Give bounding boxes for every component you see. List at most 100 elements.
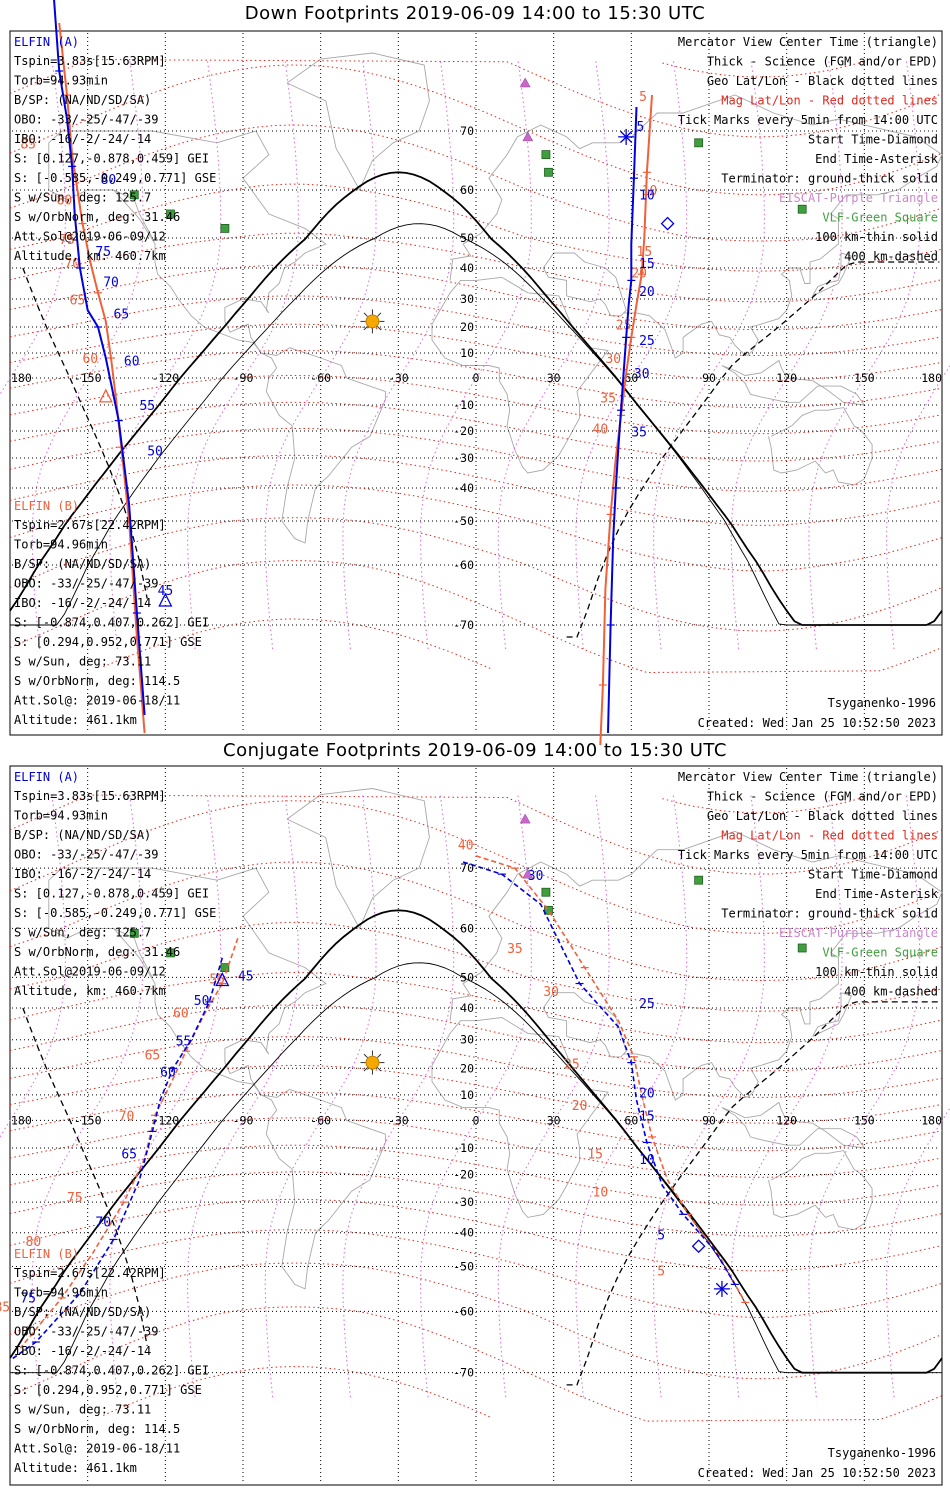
elfin-b-time-label: 15 [587, 1148, 603, 1163]
elfin-a-info-line: S: [-0.585,-0.249,0.771] GSE [14, 171, 216, 185]
mag-parallel [9, 484, 943, 572]
coastline-segment [286, 788, 430, 930]
lon-tick-label: 150 [854, 1113, 875, 1127]
legend-line: Mercator View Center Time (triangle) [678, 35, 938, 49]
legend-line: Start Time-Diamond [808, 868, 938, 882]
elfin-b-info-line: OBO: -33/-25/-47/-39 [14, 577, 159, 591]
lon-tick-label: 60 [624, 371, 638, 385]
elfin-b-track [58, 22, 146, 734]
sun-icon [360, 1050, 385, 1075]
elfin-a-info-line: S w/OrbNorm, deg: 31.46 [14, 945, 180, 959]
elfin-a-time-label: 35 [631, 425, 647, 440]
mag-parallel [9, 1262, 943, 1380]
elfin-b-time-label: 70 [119, 1109, 135, 1124]
down-terminators [9, 171, 943, 638]
mag-parallel [9, 1117, 943, 1178]
mag-meridian [575, 794, 688, 1398]
view-center-triangle-icon [158, 592, 173, 607]
lat-tick-label: 40 [460, 261, 474, 275]
elfin-a-time-label: 75 [95, 245, 111, 260]
elfin-b-info-line: S w/OrbNorm, deg: 114.5 [14, 1422, 180, 1436]
vlf-square-icon [166, 209, 175, 219]
coastline-segment [431, 276, 609, 474]
conj-terminators [9, 909, 943, 1386]
elfin-b-time-label: 65 [70, 294, 86, 309]
elfin-b-info-line: S w/Sun, deg: 73.11 [14, 1403, 151, 1417]
elfin-b-track [475, 855, 746, 1303]
elfin-b-time-label: 10 [642, 184, 658, 199]
elfin-b-time-label: 60 [173, 1007, 189, 1022]
elfin-a-info-line: Torb=94.93min [14, 74, 108, 88]
elfin-b-info-line: Torb=94.96min [14, 538, 108, 552]
legend-line: Thick - Science (FGM and/or EPD) [707, 790, 938, 804]
coastline-segment [449, 830, 943, 1021]
vlf-square-icon [220, 963, 230, 973]
legend-line: End Time-Asterisk [815, 887, 939, 901]
legend-line: Geo Lat/Lon - Black dotted lines [707, 809, 938, 823]
asterisk-stroke [620, 130, 633, 144]
elfin-b-time-label: 15 [637, 245, 653, 260]
vlf-square-icon [694, 875, 704, 885]
coastline-segment [623, 154, 943, 359]
elfin-a-info-line: OBO: -33/-25/-47/-39 [14, 113, 159, 127]
coastline-segment [48, 867, 386, 1290]
elfin-a-time-label: 25 [639, 997, 655, 1012]
elfin-a-info-line: S w/OrbNorm, deg: 31.46 [14, 210, 180, 224]
elfin-b-time-label: 75 [67, 1191, 83, 1206]
lat-tick-label: 70 [460, 124, 474, 138]
conj-mag-grid [0, 794, 950, 1422]
lon-tick-label: 90 [702, 371, 716, 385]
coastline-segment [812, 992, 853, 1037]
elfin-a-time-label: 50 [194, 994, 210, 1009]
elfin-a-time-label: 60 [160, 1065, 176, 1080]
coastline-segment [768, 407, 873, 486]
elfin-a-time-label: 55 [139, 399, 155, 414]
elfin-a-time-label: 65 [114, 308, 130, 323]
coastline-segment [286, 52, 430, 192]
lat-tick-label: -20 [453, 1168, 474, 1182]
legend-line: Tick Marks every 5min from 14:00 UTC [678, 848, 938, 862]
legend-line: Geo Lat/Lon - Black dotted lines [707, 74, 938, 88]
asterisk-stroke [715, 1282, 729, 1296]
sun-ray [363, 325, 368, 331]
mag-parallel [9, 1198, 943, 1272]
elfin-a-time-label: 5 [657, 1228, 665, 1243]
lon-tick-label: -90 [233, 1113, 254, 1127]
terminator-ground [9, 171, 943, 626]
elfin-b-time-label: 85 [0, 1300, 10, 1315]
lat-tick-label: 70 [460, 861, 474, 875]
legend-line: Tick Marks every 5min from 14:00 UTC [678, 113, 938, 127]
elfin-b-time-label: 25 [564, 1057, 580, 1072]
elfin-b-time-label: 65 [145, 1049, 161, 1064]
elfin-a-time-label: 5 [637, 120, 645, 135]
lon-tick-label: 180 [11, 371, 32, 385]
down-mag-grid [0, 58, 950, 674]
elfin-a-info-line: S w/Sun, deg: 125.7 [14, 191, 151, 205]
terminator-100km [10, 962, 942, 1374]
elfin-b-time-label: 40 [593, 423, 609, 438]
elfin-a-time-label: 25 [639, 334, 655, 349]
elfin-b-track [599, 94, 653, 746]
mag-parallel [9, 295, 943, 357]
elfin-a-info-line: Att.Sol@2019-06-09/12 [14, 230, 166, 244]
view-center-triangle-icon [215, 972, 230, 987]
elfin-a-time-label: 15 [639, 257, 655, 272]
mag-parallel [9, 861, 943, 982]
elfin-b-time-label: 85 [20, 138, 36, 153]
lon-tick-label: 180 [921, 371, 942, 385]
elfin-a-label: ELFIN (A) [14, 35, 79, 49]
lat-tick-label: 50 [460, 231, 474, 245]
elfin-a-info-line: Torb=94.93min [14, 809, 108, 823]
vlf-square-icon [129, 190, 139, 200]
start-diamond-icon [691, 1239, 706, 1254]
elfin-a-time-label: 20 [639, 1086, 655, 1101]
mag-parallel [103, 1366, 492, 1419]
elfin-a-info-line: Att.Sol@2019-06-09/12 [14, 965, 166, 979]
lon-tick-label: 180 [921, 1113, 942, 1127]
elfin-b-label: ELFIN (B) [14, 499, 79, 513]
elfin-b-info-line: S: [0.294,0.952,0.771] GSE [14, 635, 202, 649]
elfin-b-time-label: 80 [57, 193, 73, 208]
elfin-b-time-label: 30 [543, 985, 559, 1000]
elfin-a-info-line: Altitude, km: 460.7km [14, 984, 166, 998]
